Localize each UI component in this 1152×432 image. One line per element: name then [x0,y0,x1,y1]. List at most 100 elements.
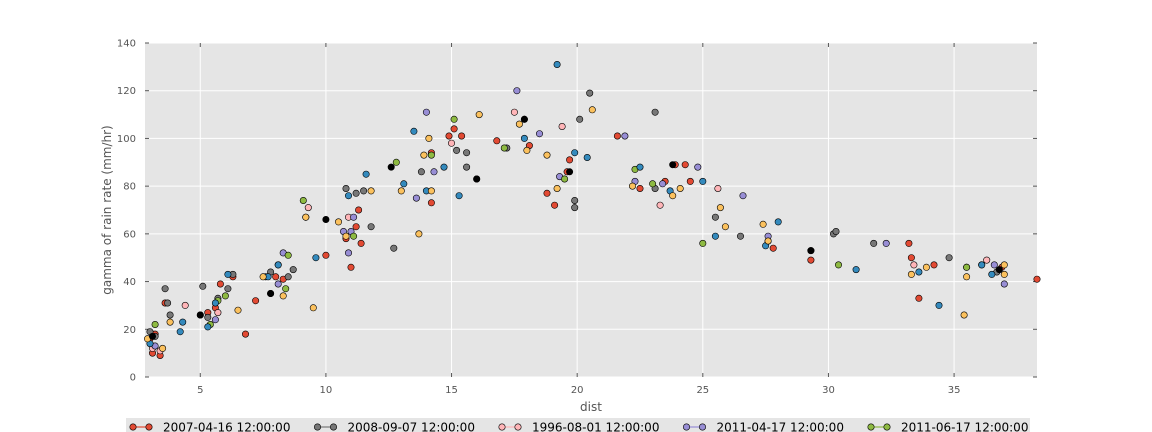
data-point-series-0 [566,156,574,164]
y-tick-label: 0 [130,373,136,384]
data-point-series-3 [350,213,358,221]
data-point-series-0 [242,330,250,338]
data-point-series-5 [774,218,782,226]
data-point-series-6 [515,120,523,128]
data-point-series-6 [1000,270,1008,278]
y-tick-label: 60 [123,229,136,240]
data-point-series-6 [397,187,405,195]
data-point-series-3 [430,168,438,176]
data-point-series-1 [463,163,471,171]
data-point-series-1 [571,204,579,212]
data-point-series-2 [714,185,722,193]
data-point-series-2 [181,301,189,309]
data-point-series-5 [978,261,986,269]
legend-entry-label: 2007-04-16 12:00:00 [163,421,290,432]
data-point-series-6 [342,232,350,240]
data-point-series-4 [450,115,458,123]
data-point-series-7 [149,332,157,340]
data-point-series-6 [523,146,531,154]
data-point-series-6 [960,311,968,319]
data-point-series-1 [224,285,232,293]
data-point-series-1 [463,149,471,157]
data-point-series-0 [347,263,355,271]
data-point-series-6 [716,204,724,212]
data-point-series-3 [422,108,430,116]
data-point-series-7 [322,216,330,224]
data-point-series-0 [613,132,621,140]
data-point-series-0 [807,256,815,264]
data-point-series-4 [392,158,400,166]
data-point-series-1 [711,213,719,221]
data-point-series-0 [930,261,938,269]
data-point-series-1 [342,185,350,193]
data-points [144,60,1041,359]
data-point-series-0 [907,254,915,262]
data-point-series-0 [769,244,777,252]
legend-marker [698,423,706,431]
data-point-series-3 [535,130,543,138]
data-point-series-5 [179,318,187,326]
data-point-series-3 [882,239,890,247]
data-point-series-7 [196,311,204,319]
data-point-series-6 [279,292,287,300]
data-point-series-6 [963,273,971,281]
data-point-series-2 [656,201,664,209]
data-point-series-5 [176,328,184,336]
data-point-series-6 [628,182,636,190]
data-point-series-6 [764,237,772,245]
data-point-series-6 [166,318,174,326]
data-point-series-5 [699,177,707,185]
x-tick-label: 10 [320,385,333,396]
data-point-series-4 [561,175,569,183]
data-point-series-6 [1000,261,1008,269]
legend: 2007-04-16 12:00:00 2008-09-07 12:00:00 19… [126,418,1030,432]
y-tick-label: 100 [117,134,136,145]
data-point-series-7 [473,175,481,183]
data-point-series-0 [272,273,280,281]
data-point-series-3 [739,192,747,200]
data-point-series-0 [252,297,260,305]
y-tick-label: 40 [123,277,136,288]
data-point-series-5 [583,154,591,162]
data-point-series-2 [447,139,455,147]
data-point-series-1 [736,232,744,240]
data-point-series-5 [711,232,719,240]
data-point-series-0 [322,251,330,259]
y-tick-label: 20 [123,325,136,336]
data-point-series-6 [234,306,242,314]
data-point-series-1 [164,299,172,307]
data-point-series-2 [983,256,991,264]
data-point-series-4 [427,151,435,159]
data-point-series-1 [367,223,375,231]
data-point-series-1 [289,266,297,274]
data-point-series-4 [151,320,159,328]
data-point-series-5 [455,192,463,200]
data-point-series-7 [669,161,677,169]
data-point-series-1 [161,285,169,293]
data-point-series-6 [259,273,267,281]
data-point-series-7 [387,163,395,171]
data-point-series-3 [1000,280,1008,288]
data-point-series-5 [274,261,282,269]
data-point-series-0 [355,206,363,214]
y-tick-label: 140 [117,39,136,50]
data-point-series-5 [224,270,232,278]
data-point-series-1 [651,108,659,116]
data-point-series-5 [400,180,408,188]
data-point-series-1 [417,168,425,176]
data-point-series-3 [344,249,352,257]
data-point-series-4 [350,232,358,240]
legend-entry-label: 2008-09-07 12:00:00 [348,421,475,432]
data-point-series-5 [211,299,219,307]
data-point-series-5 [571,149,579,157]
data-point-series-4 [500,144,508,152]
data-point-series-1 [453,146,461,154]
data-point-series-4 [963,263,971,271]
data-point-series-6 [334,218,342,226]
data-point-series-2 [304,204,312,212]
data-point-series-5 [915,268,923,276]
data-point-series-4 [699,239,707,247]
data-point-series-7 [807,247,815,255]
data-point-series-3 [694,163,702,171]
data-point-series-1 [199,282,207,290]
